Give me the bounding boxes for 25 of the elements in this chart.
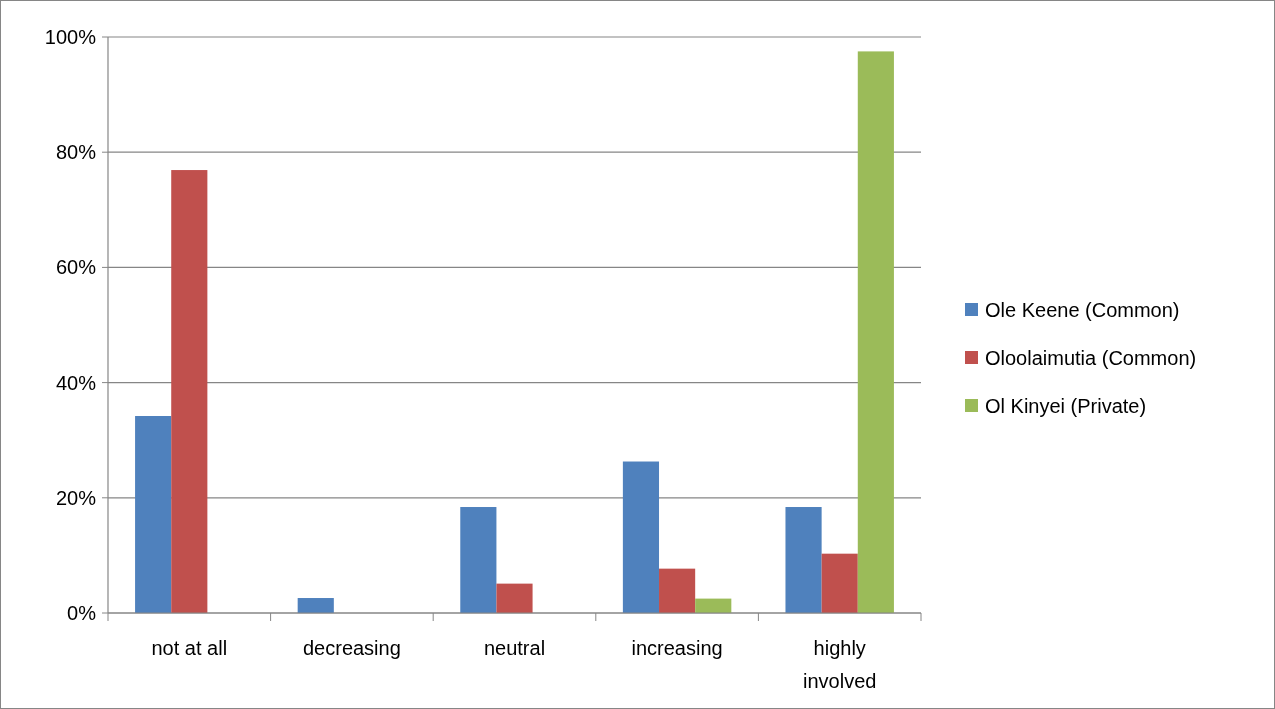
legend-label: Oloolaimutia (Common) bbox=[985, 347, 1197, 369]
y-tick-label: 80% bbox=[55, 141, 97, 164]
bar bbox=[460, 507, 497, 613]
y-tick-label: 100% bbox=[44, 26, 97, 48]
bar bbox=[171, 170, 208, 613]
bar bbox=[695, 598, 732, 613]
legend-label: Ol Kinyei (Private) bbox=[985, 395, 1147, 417]
y-tick-label: 0% bbox=[67, 602, 97, 624]
x-tick-label: decreasing bbox=[302, 637, 401, 659]
y-tick-label: 20% bbox=[55, 486, 97, 509]
y-tick-label: 40% bbox=[55, 371, 97, 394]
bar bbox=[496, 583, 533, 613]
bar bbox=[622, 461, 660, 613]
y-tick-label: 60% bbox=[55, 256, 97, 279]
x-tick-label: increasing bbox=[631, 637, 723, 659]
bar bbox=[135, 416, 172, 613]
bar bbox=[659, 568, 696, 613]
x-tick-label: neutral bbox=[483, 637, 546, 659]
legend-label: Ole Keene (Common) bbox=[985, 299, 1180, 321]
bar bbox=[297, 598, 334, 613]
bar bbox=[821, 553, 858, 613]
bar bbox=[857, 51, 894, 613]
x-tick-label: not at all bbox=[151, 637, 228, 659]
bar bbox=[785, 507, 822, 613]
x-tick-label: highly involved bbox=[803, 637, 877, 692]
